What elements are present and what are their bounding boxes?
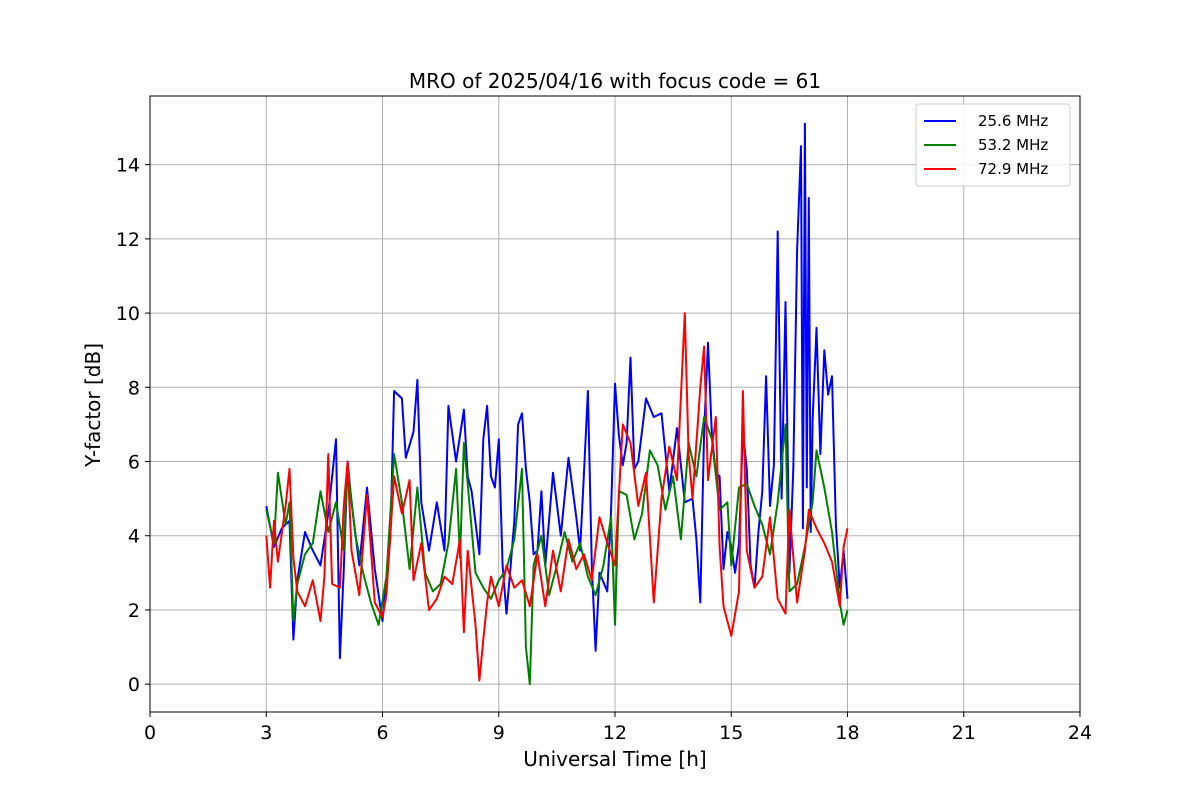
x-tick-label: 3 xyxy=(260,722,272,744)
series-line-3 xyxy=(265,312,849,682)
y-tick-label: 0 xyxy=(128,674,140,696)
y-tick-label: 4 xyxy=(128,526,140,548)
series-line-1 xyxy=(265,122,849,660)
legend-entry-label: 72.9 MHz xyxy=(978,160,1048,178)
y-axis-ticks: 0 2 4 6 8 10 12 14 xyxy=(116,155,150,696)
x-axis-ticks: 0 3 6 9 12 15 18 21 24 xyxy=(144,712,1092,744)
y-tick-label: 8 xyxy=(128,377,140,399)
x-tick-label: 24 xyxy=(1068,722,1092,744)
y-axis-label: Y-factor [dB] xyxy=(81,343,105,468)
legend-entry-label: 25.6 MHz xyxy=(978,112,1048,130)
chart-title: MRO of 2025/04/16 with focus code = 61 xyxy=(409,69,821,93)
y-tick-label: 10 xyxy=(116,303,140,325)
x-tick-label: 21 xyxy=(952,722,976,744)
legend: 25.6 MHz 53.2 MHz 72.9 MHz xyxy=(915,103,1071,187)
x-tick-label: 12 xyxy=(603,722,627,744)
x-tick-label: 18 xyxy=(835,722,859,744)
legend-box xyxy=(915,103,1071,187)
y-tick-label: 2 xyxy=(128,600,140,622)
x-tick-label: 9 xyxy=(493,722,505,744)
y-tick-label: 14 xyxy=(116,155,140,177)
x-tick-label: 15 xyxy=(719,722,743,744)
legend-entry-label: 53.2 MHz xyxy=(978,136,1048,154)
x-tick-label: 6 xyxy=(376,722,388,744)
x-axis-label: Universal Time [h] xyxy=(523,747,706,771)
y-tick-label: 12 xyxy=(116,229,140,251)
y-tick-label: 6 xyxy=(128,452,140,474)
series-line-2 xyxy=(265,416,849,686)
series-layer xyxy=(265,122,849,686)
x-tick-label: 0 xyxy=(144,722,156,744)
